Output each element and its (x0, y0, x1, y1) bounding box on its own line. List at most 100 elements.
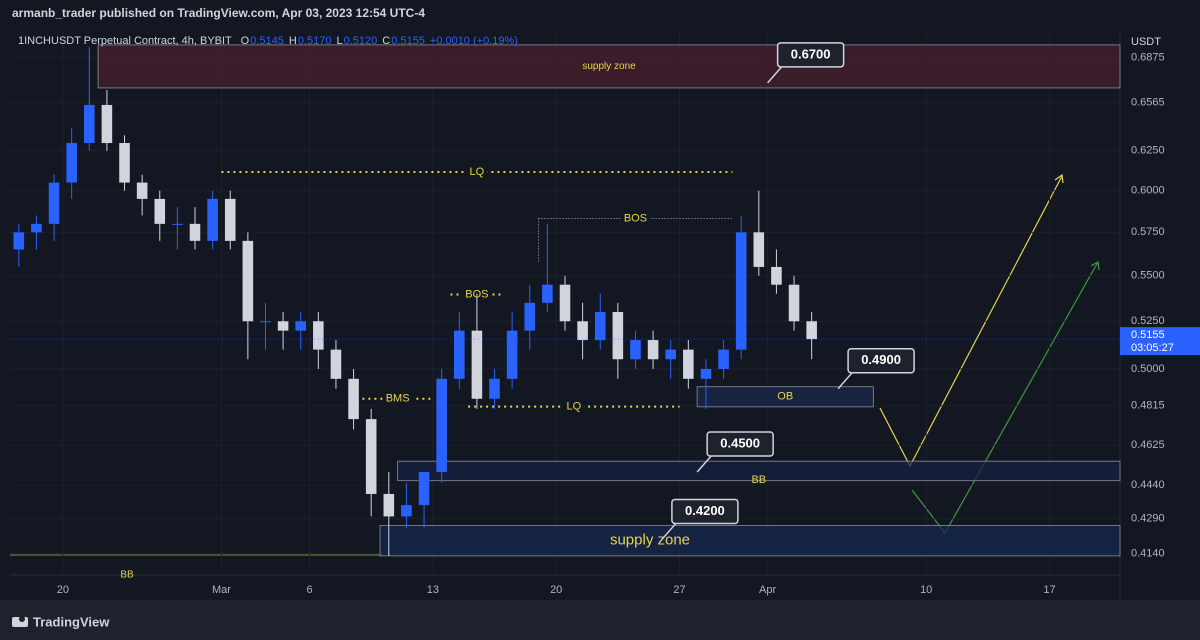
candle-body (577, 321, 588, 341)
y-tick-label: 0.4440 (1131, 479, 1165, 491)
candle-body (383, 493, 395, 517)
countdown: 03:05:27 (1131, 342, 1174, 354)
candle-body (330, 349, 342, 379)
candle-body (48, 182, 60, 224)
legend-key: C (382, 35, 391, 47)
callout-label: 0.4900 (861, 352, 901, 367)
zone-label: BB (751, 474, 766, 486)
y-tick-label: 0.5250 (1131, 315, 1165, 327)
zone-label: supply zone (582, 61, 636, 72)
candle-body (260, 321, 271, 323)
candle-body (224, 198, 236, 241)
candle-body (735, 232, 747, 350)
x-tick-label: 27 (673, 584, 685, 596)
legend-value: 0.5145 (250, 35, 284, 47)
legend-change: +0.0010 (+0.19%) (429, 35, 518, 47)
candle-body (207, 198, 218, 241)
candle-body (436, 378, 447, 472)
callout-pointer (661, 522, 677, 540)
x-tick-label: 20 (550, 584, 562, 596)
arrow-head (1054, 173, 1064, 184)
candle-body (471, 330, 483, 399)
candle-body (718, 349, 729, 369)
candle-body (524, 302, 536, 331)
zone (379, 525, 1121, 557)
candle-body (594, 312, 606, 341)
level-label: BOS (624, 212, 647, 224)
candle-body (418, 471, 430, 506)
legend-key: H (288, 35, 297, 47)
candle-body (313, 321, 324, 350)
candle-body (242, 240, 254, 322)
x-tick-label: 20 (57, 584, 69, 596)
y-tick-label: 0.6565 (1131, 97, 1165, 109)
label-bg (620, 211, 651, 226)
annotation-label: BB (120, 570, 134, 581)
candle-body (630, 340, 641, 360)
y-tick-label: 0.4815 (1131, 400, 1165, 412)
y-tick-label: 0.4290 (1131, 513, 1165, 525)
candle-body (771, 266, 782, 285)
callout-box (847, 347, 915, 374)
header: armanb_trader published on TradingView.c… (12, 6, 425, 20)
zone-label: supply zone (610, 532, 690, 549)
callout-box (671, 498, 739, 525)
legend-value: 0.5170 (297, 35, 332, 47)
zone-label: OB (777, 391, 793, 403)
y-tick-label: 0.5000 (1131, 363, 1165, 375)
y-tick-label: 0.6000 (1131, 185, 1165, 197)
candle-body (84, 104, 95, 144)
candle-body (806, 321, 817, 340)
legend-key: O (240, 35, 250, 47)
level-label: LQ (566, 401, 581, 413)
x-tick-label: 13 (427, 584, 439, 596)
candle-body (700, 368, 712, 379)
candle-body (348, 378, 359, 420)
candle-body (506, 330, 518, 379)
footer-bar (0, 600, 1200, 640)
arrow-head (1090, 261, 1100, 271)
candle-body (489, 378, 500, 399)
zone (696, 386, 874, 408)
candle-body (154, 198, 166, 224)
candle-body (401, 505, 412, 517)
last-price: 0.5155 (1131, 329, 1165, 341)
tv-logo (12, 616, 28, 627)
candle-body (542, 284, 553, 303)
zone (397, 460, 1121, 482)
candle-body (295, 321, 306, 331)
y-tick-label: 0.4625 (1131, 439, 1165, 451)
callout-pointer (767, 66, 783, 84)
x-tick-label: 17 (1043, 584, 1055, 596)
candle-body (172, 223, 183, 225)
candle-body (647, 340, 659, 360)
candle-body (559, 284, 571, 322)
legend: 1INCHUSDT Perpetual Contract, 4h, BYBIT … (18, 35, 518, 47)
callout-box (706, 431, 774, 457)
callout-label: 0.4200 (685, 503, 725, 518)
level-label: LQ (470, 166, 485, 178)
candle-body (612, 312, 624, 360)
candle-body (66, 143, 77, 183)
callout-pointer (696, 455, 712, 473)
label-bg (563, 399, 585, 414)
x-tick-label: Apr (759, 584, 776, 596)
candle-body (136, 182, 148, 199)
x-tick-label: 10 (920, 584, 932, 596)
candle-body (13, 232, 25, 250)
symbol: 1INCHUSDT Perpetual Contract, 4h, BYBIT (18, 35, 232, 47)
legend-key: L (336, 35, 343, 47)
y-tick-label: 0.6875 (1131, 52, 1165, 64)
candle-body (365, 419, 377, 494)
candle-body (119, 143, 130, 183)
axis-unit: USDT (1131, 36, 1161, 48)
y-tick-label: 0.5750 (1131, 226, 1165, 238)
candle-body (788, 284, 800, 322)
x-tick-label: Mar (212, 584, 231, 596)
candle-body (101, 104, 113, 144)
callout-label: 0.4500 (720, 435, 760, 450)
candle-body (683, 349, 694, 379)
y-tick-label: 0.5500 (1131, 270, 1165, 282)
